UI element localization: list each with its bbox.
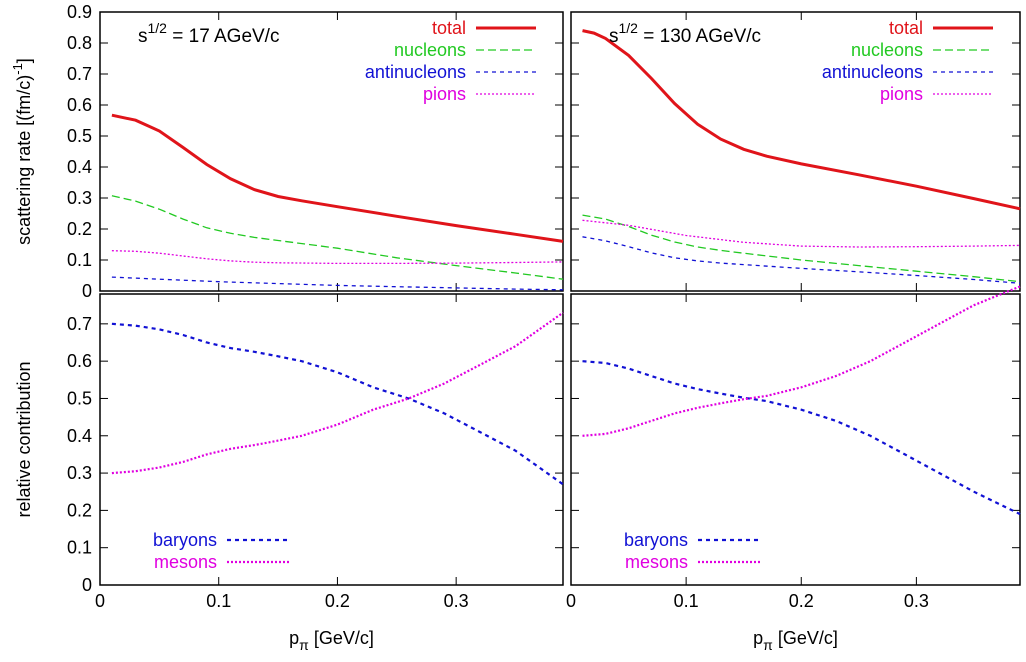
panel-top-right-legend-label-pions: pions	[880, 84, 923, 104]
panel-bottom-left-ylabel-text: relative contribution	[14, 361, 34, 517]
panel-bottom-left-ytick-label: 0.2	[67, 500, 92, 520]
panel-bottom-left-series-mesons	[111, 311, 564, 475]
panel-top-right-series-nucleons	[582, 214, 1021, 283]
panel-top-left-annotation-base: s	[138, 26, 148, 47]
panel-bottom-left-xlabel-base: p	[289, 628, 299, 648]
panel-top-right-legend-label-total: total	[889, 18, 923, 38]
panel-bottom-left-legend-label-baryons: baryons	[153, 530, 217, 550]
panel-bottom-left-xtick-label: 0.1	[206, 591, 231, 611]
panel-bottom-right-xtick-label: 0.3	[904, 591, 929, 611]
panel-top-right-frame	[570, 11, 1021, 292]
panel-bottom-right-xlabel-sub: π	[763, 637, 773, 653]
panel-top-left-series-nucleons	[111, 195, 564, 280]
panel-top-left-ytick-label: 0.6	[67, 95, 92, 115]
panel-bottom-left-xlabel-rest: [GeV/c]	[309, 628, 374, 648]
panel-bottom-right-frame	[570, 293, 1021, 586]
panel-top-right-annotation-sup: 1/2	[619, 20, 639, 36]
panel-top-left-ylabel-text: scattering rate [(fm/c)	[14, 75, 34, 245]
panel-bottom-left-ytick-label: 0.4	[67, 426, 92, 446]
panel-top-left-frame	[99, 11, 564, 292]
panel-bottom-right-legend-label-mesons: mesons	[625, 552, 688, 572]
panel-bottom-left-ytick-label: 0.3	[67, 463, 92, 483]
panel-top-left-ytick-label: 0.4	[67, 157, 92, 177]
panel-top-right-energy-annotation: s1/2 = 130 AGeV/c	[609, 20, 761, 47]
panel-bottom-right-xtick-label: 0.2	[789, 591, 814, 611]
panel-bottom-right-legend-label-baryons: baryons	[624, 530, 688, 550]
panel-top-left-annotation-sup: 1/2	[148, 20, 168, 36]
panel-top-left-ytick-label: 0.9	[67, 2, 92, 22]
panel-top-left-series-antinucleons	[111, 276, 564, 291]
panel-bottom-left-xtick-label: 0	[95, 591, 105, 611]
panel-bottom-right-xtick-label: 0.1	[674, 591, 699, 611]
panel-top-left-ytick-label: 0.7	[67, 64, 92, 84]
panel-top-left-ytick-label: 0	[82, 281, 92, 301]
panel-top-left-legend-label-pions: pions	[423, 84, 466, 104]
panel-top-right-series-total	[582, 29, 1021, 211]
panel-top-left-series-pions	[111, 250, 564, 265]
panel-top-left-ytick-label: 0.2	[67, 219, 92, 239]
panel-top-right-series-antinucleons	[582, 236, 1021, 284]
panel-bottom-right-xlabel: pπ [GeV/c]	[753, 628, 838, 653]
panel-top-left-energy-annotation: s1/2 = 17 AGeV/c	[138, 20, 279, 47]
panel-top-left-ytick-label: 0.3	[67, 188, 92, 208]
panel-bottom-left-ylabel: relative contribution	[14, 361, 34, 517]
panel-top-left-ylabel-end: ]	[14, 58, 34, 63]
panel-top-right-legend-label-antinucleons: antinucleons	[822, 62, 923, 82]
panel-top-left-series-total	[111, 113, 564, 243]
panel-top-right-annotation-base: s	[609, 26, 619, 47]
panel-bottom-left-frame	[99, 293, 564, 586]
panel-top-left-ytick-label: 0.1	[67, 250, 92, 270]
panel-top-left-legend-label-total: total	[432, 18, 466, 38]
panel-top-left-ylabel-sup: -1	[10, 63, 25, 75]
panel-top-right-series-pions	[582, 219, 1021, 248]
panel-bottom-left-ytick-label: 0.7	[67, 314, 92, 334]
panel-bottom-left-series-baryons	[111, 322, 564, 486]
panel-top-left-legend-label-antinucleons: antinucleons	[365, 62, 466, 82]
panel-bottom-left-ytick-label: 0.1	[67, 538, 92, 558]
panel-top-left-ytick-label: 0.5	[67, 126, 92, 146]
panel-top-left-ytick-label: 0.8	[67, 33, 92, 53]
panel-bottom-right-xtick-label: 0	[566, 591, 576, 611]
panel-top-right-legend-label-nucleons: nucleons	[851, 40, 923, 60]
panel-bottom-left-xtick-label: 0.3	[444, 591, 469, 611]
panel-bottom-left-xtick-label: 0.2	[325, 591, 350, 611]
panel-top-left-legend-label-nucleons: nucleons	[394, 40, 466, 60]
panel-bottom-right-xlabel-rest: [GeV/c]	[773, 628, 838, 648]
panel-bottom-right-xlabel-base: p	[753, 628, 763, 648]
panel-bottom-right-series-baryons	[582, 360, 1021, 516]
panel-bottom-left-ytick-label: 0.6	[67, 351, 92, 371]
panel-bottom-right-series-mesons	[582, 285, 1021, 437]
panel-bottom-left-ytick-label: 0.5	[67, 388, 92, 408]
panel-bottom-left-ytick-label: 0	[82, 575, 92, 595]
panel-bottom-left-xlabel-sub: π	[299, 637, 309, 653]
panel-top-right-annotation-rest: = 130 AGeV/c	[638, 26, 761, 47]
panel-bottom-left-legend-label-mesons: mesons	[154, 552, 217, 572]
panel-top-left-ylabel: scattering rate [(fm/c)-1]	[10, 58, 34, 245]
panel-bottom-left-xlabel: pπ [GeV/c]	[289, 628, 374, 653]
panel-top-left-annotation-rest: = 17 AGeV/c	[167, 26, 280, 47]
